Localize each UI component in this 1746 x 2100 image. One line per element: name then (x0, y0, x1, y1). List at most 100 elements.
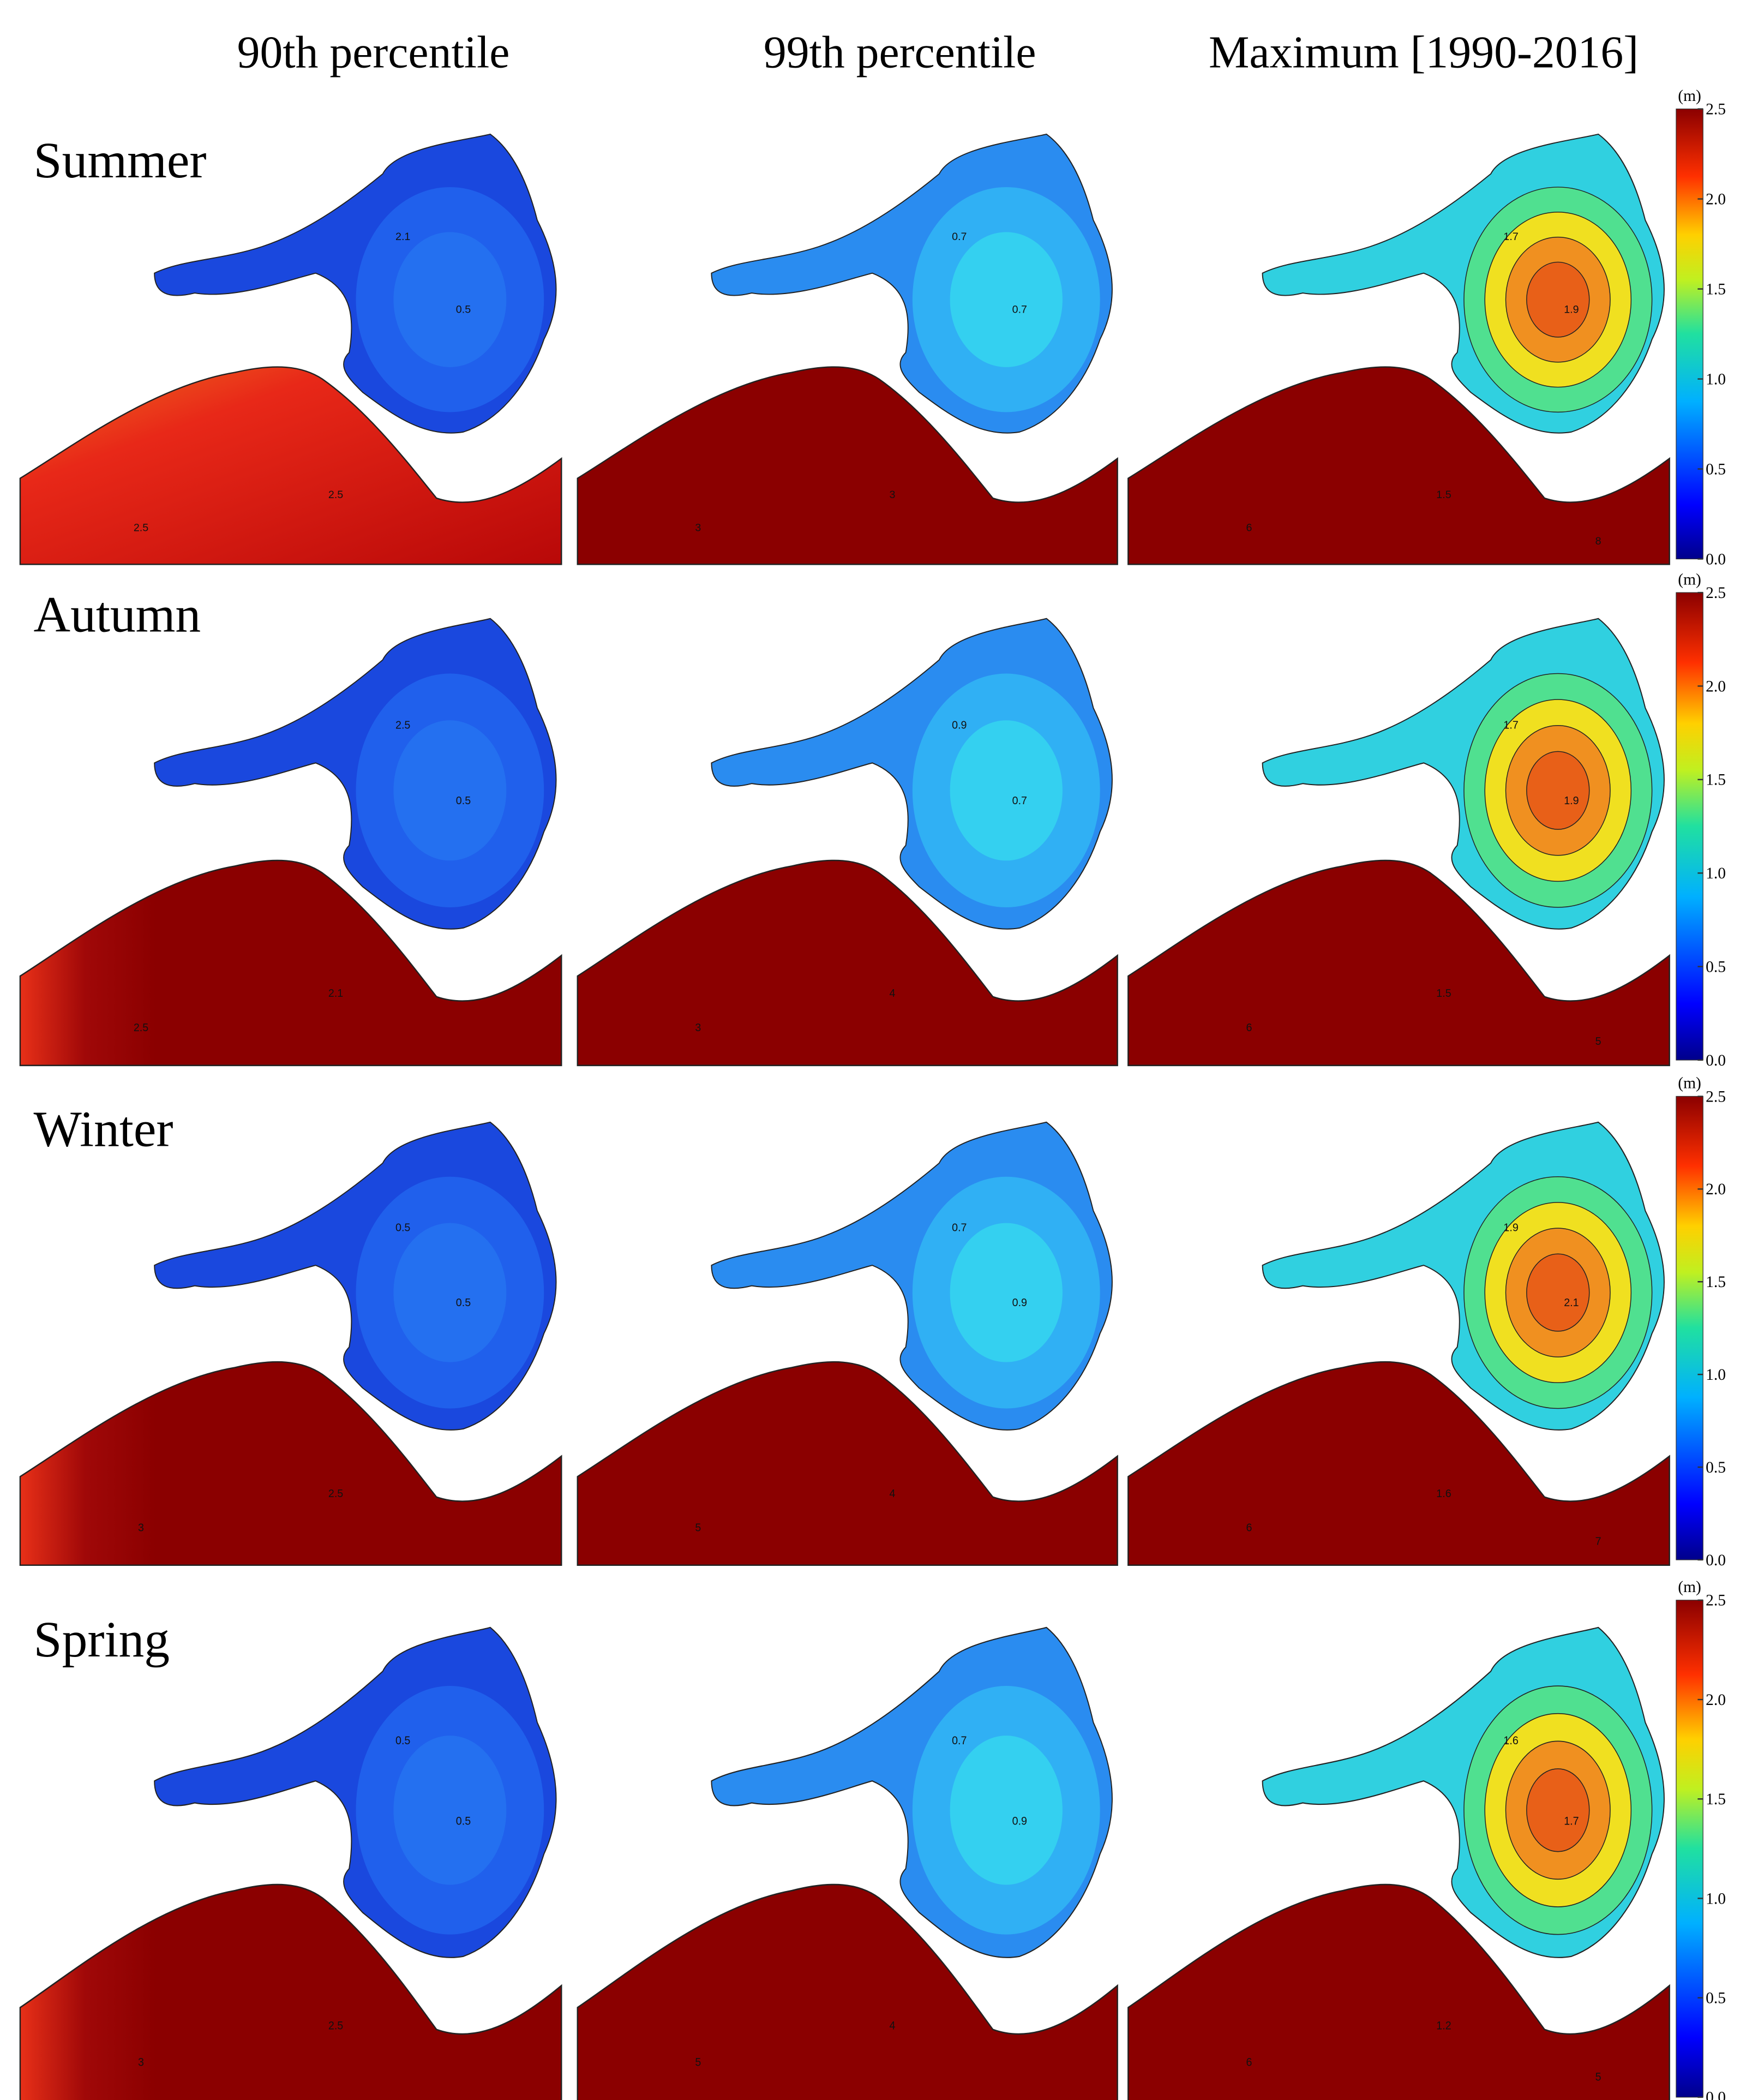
contour-label: 4 (890, 1488, 896, 1500)
map-panel: 0.5 0.5 2.5 3 (19, 1121, 562, 1566)
colorbar-tick-label: 0.0 (1706, 1052, 1726, 1069)
contour-label: 0.9 (1012, 1815, 1027, 1828)
contour-label: 1.6 (1503, 1734, 1518, 1747)
contour-label: 1.5 (1436, 489, 1451, 501)
row-label: Winter (34, 1102, 173, 1158)
colorbar (1676, 1096, 1703, 1560)
contour-label: 3 (695, 522, 701, 534)
lake-zone (950, 232, 1063, 367)
contour-label: 1.9 (1564, 304, 1579, 316)
colorbar (1676, 1600, 1703, 2098)
contour-label: 2.5 (134, 1022, 148, 1034)
colorbar-tick-label: 1.0 (1706, 370, 1726, 388)
contour-label: 6 (1246, 1022, 1252, 1034)
map-panel: 0.5 0.5 2.5 3 (19, 1626, 562, 2100)
colorbar-tick-label: 2.5 (1706, 1592, 1726, 1610)
colorbar-tick-label: 0.0 (1706, 1552, 1726, 1569)
contour-label: 0.5 (456, 304, 471, 316)
contour-label: 5 (695, 2056, 701, 2069)
sea (577, 366, 1118, 565)
lake-zone (1526, 1253, 1590, 1332)
contour-label: 0.5 (456, 1815, 471, 1828)
map-panel: 2.1 1.9 1.6 6 7 (1127, 1121, 1670, 1566)
colorbar-unit: (m) (1678, 1578, 1701, 1596)
contour-label: 3 (138, 2056, 144, 2069)
contour-label: 1.6 (1436, 1488, 1451, 1500)
sea (19, 366, 562, 565)
colorbar-tick-label: 0.5 (1706, 958, 1726, 976)
map-panel: 0.7 0.7 3 3 (577, 133, 1118, 565)
colorbar-tick-label: 1.0 (1706, 1890, 1726, 1907)
colorbar-unit: (m) (1678, 1075, 1701, 1092)
colorbar-tick-label: 2.5 (1706, 584, 1726, 602)
column-header: Maximum [1990-2016] (1209, 27, 1639, 77)
colorbar-tick-label: 2.0 (1706, 1691, 1726, 1709)
row-label: Autumn (34, 587, 201, 643)
contour-label: 2.1 (395, 231, 410, 243)
contour-label: 5 (1595, 1036, 1601, 1048)
contour-label: 1.7 (1503, 719, 1518, 731)
lake-zone (393, 720, 507, 861)
contour-label: 0.5 (395, 1734, 410, 1747)
contour-label: 2.5 (328, 1488, 343, 1500)
sea (577, 1361, 1118, 1566)
colorbar-tick-label: 1.5 (1706, 1273, 1726, 1291)
colorbar-tick-label: 2.0 (1706, 190, 1726, 208)
map-panel: 0.9 0.7 4 5 (577, 1121, 1118, 1566)
column-header: 99th percentile (764, 27, 1036, 77)
sea (19, 859, 562, 1067)
contour-label: 2.5 (328, 489, 344, 501)
contour-label: 3 (695, 1022, 701, 1034)
contour-label: 0.7 (1012, 795, 1027, 807)
map-panel: 1.9 1.7 1.5 6 5 (1127, 618, 1670, 1067)
row-label: Spring (34, 1612, 170, 1668)
colorbar (1676, 109, 1703, 560)
colorbar-tick-label: 1.5 (1706, 1791, 1726, 1808)
contour-label: 0.7 (952, 231, 967, 243)
contour-label: 2.5 (134, 522, 149, 534)
contour-label: 2.5 (395, 719, 410, 731)
lake-zone (393, 1736, 507, 1885)
lake-zone (1526, 751, 1590, 830)
lake-zone (393, 232, 507, 367)
colorbar (1676, 592, 1703, 1061)
colorbar-tick-label: 0.0 (1706, 2089, 1726, 2100)
map-panel: 1.7 1.6 1.2 6 5 (1127, 1626, 1670, 2100)
contour-label: 3 (890, 489, 896, 501)
contour-label: 2.5 (328, 2019, 343, 2032)
contour-label: 7 (1595, 1535, 1601, 1547)
colorbar-tick-label: 1.0 (1706, 865, 1726, 882)
colorbar-tick-label: 2.0 (1706, 678, 1726, 695)
contour-label: 4 (890, 2019, 896, 2032)
contour-label: 1.7 (1564, 1815, 1579, 1828)
sea (19, 1361, 562, 1566)
contour-label: 0.9 (1012, 1297, 1027, 1309)
colorbar-tick-label: 0.0 (1706, 551, 1726, 568)
colorbar-tick-label: 0.5 (1706, 1459, 1726, 1476)
contour-label: 0.5 (395, 1222, 410, 1234)
colorbar-tick-label: 2.5 (1706, 101, 1726, 118)
sea (1127, 1361, 1670, 1566)
contour-label: 6 (1246, 2056, 1252, 2069)
contour-label: 1.5 (1436, 988, 1451, 1000)
map-panel: 0.7 0.9 4 3 (577, 618, 1118, 1067)
contour-label: 3 (138, 1522, 144, 1534)
map-panel: 0.9 0.7 4 5 (577, 1626, 1118, 2100)
contour-label: 2.1 (1564, 1297, 1579, 1309)
colorbar-tick-label: 0.5 (1706, 460, 1726, 478)
sea (577, 859, 1118, 1067)
contour-label: 4 (890, 988, 896, 1000)
map-panel: 1.9 1.7 1.5 6 8 (1127, 133, 1670, 565)
colorbar-unit: (m) (1678, 571, 1701, 588)
contour-label: 1.9 (1564, 795, 1579, 807)
contour-label: 0.7 (952, 1734, 967, 1747)
contour-label: 5 (695, 1522, 701, 1534)
contour-label: 8 (1595, 535, 1601, 547)
sea (1127, 859, 1670, 1067)
lake-zone (950, 1223, 1063, 1362)
column-header: 90th percentile (237, 27, 510, 77)
contour-label: 0.7 (1012, 304, 1027, 316)
contour-label: 1.9 (1503, 1222, 1518, 1234)
contour-label: 0.5 (456, 1297, 471, 1309)
